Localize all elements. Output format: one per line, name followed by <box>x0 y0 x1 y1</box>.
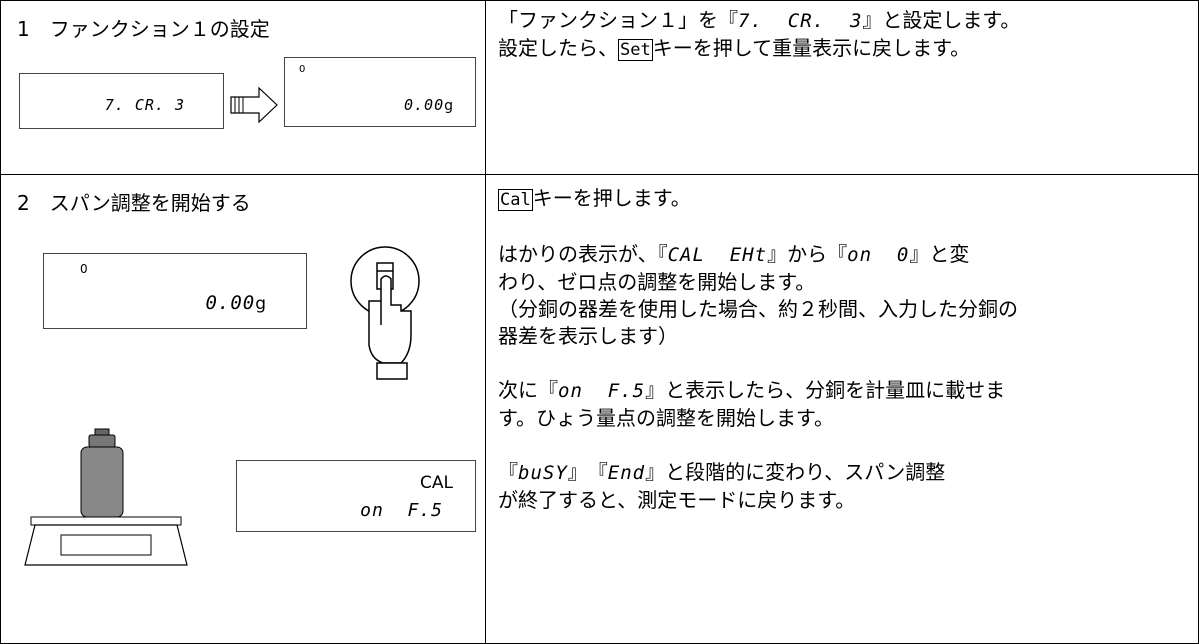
text-line: 設定したら、 Set キーを押して重量表示に戻します。 <box>498 35 1020 64</box>
paragraph: Cal キーを押します。 <box>498 185 1018 214</box>
text-line: Cal キーを押します。 <box>498 185 1018 214</box>
hand-icon <box>350 246 420 380</box>
instructions: Cal キーを押します。 はかりの表示が、『CAL EHt』から『on 0』と変 わり… <box>498 185 1018 541</box>
display: 0 0.00g <box>43 253 307 329</box>
text-line: 『buSY』 『End』と段階的に変わり、スパン調整 <box>498 459 1018 487</box>
text: 「ファンクション１」を『 <box>498 8 738 32</box>
text: 設定したら、 <box>498 36 618 60</box>
text-line: が終了すると、測定モードに戻ります。 <box>498 487 1018 514</box>
display-text: 0.00g <box>205 292 266 314</box>
paragraph: 「ファンクション１」を『7. CR. 3』と設定します。 設定したら、 Set キーを… <box>498 7 1020 64</box>
text: キーを押します。 <box>532 186 691 210</box>
text-line: す。ひょう量点の調整を開始します。 <box>498 405 1018 432</box>
stable-mark: 0 <box>299 64 306 75</box>
text: 』と設定します。 <box>862 8 1021 32</box>
paragraph: はかりの表示が、『CAL EHt』から『on 0』と変 わり、ゼロ点の調整を開始し… <box>498 241 1018 350</box>
display-value: 0.00 <box>205 292 256 314</box>
text-line: （分銅の器差を使用した場合、約２秒間、入力した分銅の <box>498 296 1018 323</box>
display-text: buSY <box>518 462 568 484</box>
display-text: 7. CR. 3 <box>104 96 185 114</box>
text: はかりの表示が、『 <box>498 242 668 266</box>
text: 『 <box>498 460 518 484</box>
text: キーを押して重量表示に戻します。 <box>652 36 971 60</box>
text: 器差を表示します） <box>498 324 678 348</box>
display-text: 7. CR. 3 <box>738 10 863 32</box>
stable-mark: 0 <box>80 262 88 276</box>
text: 』 『 <box>567 460 608 484</box>
text: （分銅の器差を使用した場合、約２秒間、入力した分銅の <box>498 297 1018 321</box>
text: す。ひょう量点の調整を開始します。 <box>498 406 834 430</box>
display-text: CAL EHt <box>667 244 768 266</box>
text: 』から『 <box>767 242 848 266</box>
display: 7. CR. 3 <box>19 73 224 129</box>
text-line: 「ファンクション１」を『7. CR. 3』と設定します。 <box>498 7 1020 35</box>
unit: g <box>444 98 453 114</box>
scale-icon <box>24 428 188 566</box>
text: が終了すると、測定モードに戻ります。 <box>498 488 856 512</box>
step-title: 2 スパン調整を開始する <box>17 191 251 215</box>
display-text: on F.5 <box>558 380 646 402</box>
cal-mark: CAL <box>420 473 453 493</box>
instructions: 「ファンクション１」を『7. CR. 3』と設定します。 設定したら、 Set キーを… <box>498 7 1020 91</box>
key-label: Cal <box>498 189 533 211</box>
paragraph: 次に『on F.5』と表示したら、分銅を計量皿に載せま す。ひょう量点の調整を開始… <box>498 377 1018 432</box>
text-line: はかりの表示が、『CAL EHt』から『on 0』と変 <box>498 241 1018 269</box>
text: 』と変 <box>909 242 970 266</box>
unit: g <box>255 294 266 314</box>
display-text: on 0 <box>847 244 910 266</box>
text: 次に『 <box>498 378 558 402</box>
text-line: わり、ゼロ点の調整を開始します。 <box>498 269 1018 296</box>
display-text: 0.00g <box>404 96 453 114</box>
text-line: 器差を表示します） <box>498 323 1018 350</box>
row-2-left: 2 スパン調整を開始する 0 0.00g CAL on F.5 <box>0 174 486 644</box>
key-label: Set <box>618 39 653 61</box>
display: CAL on F.5 <box>236 460 476 532</box>
row-2-right: Cal キーを押します。 はかりの表示が、『CAL EHt』から『on 0』と変 わり… <box>485 174 1199 644</box>
row-1-right: 「ファンクション１」を『7. CR. 3』と設定します。 設定したら、 Set キーを… <box>485 0 1199 175</box>
text: 』と段階的に変わり、スパン調整 <box>645 460 946 484</box>
text-line: 次に『on F.5』と表示したら、分銅を計量皿に載せま <box>498 377 1018 405</box>
display-text: on F.5 <box>360 500 443 521</box>
row-1-left: 1 ファンクション１の設定 7. CR. 3 0 0.00g <box>0 0 486 175</box>
step-title: 1 ファンクション１の設定 <box>17 17 270 41</box>
paragraph: 『buSY』 『End』と段階的に変わり、スパン調整 が終了すると、測定モードに戻… <box>498 459 1018 514</box>
arrow <box>230 86 278 124</box>
display: 0 0.00g <box>284 57 476 127</box>
display-value: 0.00 <box>403 96 445 114</box>
display-text: End <box>607 462 646 484</box>
text: 』と表示したら、分銅を計量皿に載せま <box>645 378 1006 402</box>
text: わり、ゼロ点の調整を開始します。 <box>498 270 816 294</box>
